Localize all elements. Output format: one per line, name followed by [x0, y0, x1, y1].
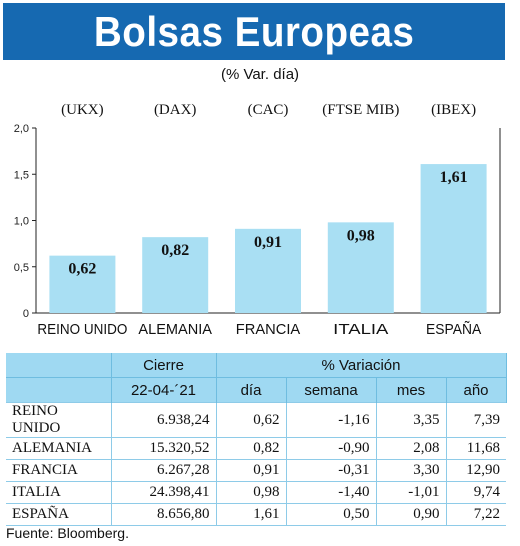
row-mes: 2,08 [376, 437, 447, 460]
bar [327, 222, 394, 313]
bar-value-label: 0,91 [254, 234, 282, 251]
bar-value-label: 0,98 [347, 227, 375, 244]
row-dia: 0,62 [216, 402, 287, 438]
y-tick-label: 1,5 [14, 169, 29, 181]
ticker-label: (IBEX) [431, 102, 476, 118]
ticker-label: (CAC) [248, 102, 289, 118]
row-semana: 0,50 [286, 503, 377, 526]
row-country: FRANCIA [6, 459, 112, 482]
bar [142, 237, 209, 313]
row-cierre: 6.938,24 [111, 402, 217, 438]
subheader-blank [6, 377, 112, 403]
row-cierre: 24.398,41 [111, 481, 217, 504]
row-cierre: 8.656,80 [111, 503, 217, 526]
row-dia: 0,98 [216, 481, 287, 504]
table-row: FRANCIA 6.267,28 0,91 -0,31 3,30 12,90 [6, 459, 506, 482]
table-header-row: Cierre % Variación [6, 353, 507, 378]
title-bar: Bolsas Europeas [3, 3, 505, 60]
row-dia: 1,61 [216, 503, 287, 526]
row-mes: 3,30 [376, 459, 447, 482]
row-country: REINO UNIDO [6, 402, 112, 438]
row-dia: 0,82 [216, 437, 287, 460]
bar-value-label: 0,62 [68, 261, 96, 278]
row-cierre: 15.320,52 [111, 437, 217, 460]
category-label: ESPAÑA [426, 321, 481, 338]
table-subheader-row: 22-04-´21 día semana mes año [6, 377, 507, 403]
bar [235, 228, 301, 313]
subheader-ano: año [446, 377, 507, 403]
ticker-label: (DAX) [154, 102, 197, 118]
category-label: FRANCIA [236, 321, 300, 338]
row-semana: -0,31 [286, 459, 377, 482]
row-country: ESPAÑA [6, 503, 112, 526]
table-row: ALEMANIA 15.320,52 0,82 -0,90 2,08 11,68 [6, 437, 506, 460]
subheader-semana: semana [286, 377, 377, 403]
header-variacion: % Variación [216, 353, 507, 378]
row-semana: -1,40 [286, 481, 377, 504]
bar-value-label: 1,61 [440, 169, 468, 186]
row-country: ITALIA [6, 481, 112, 504]
row-mes: 3,35 [376, 402, 447, 438]
subheader-mes: mes [376, 377, 447, 403]
bar-value-label: 0,82 [161, 242, 189, 259]
header-blank [6, 353, 112, 378]
bar [420, 164, 487, 313]
row-country: ALEMANIA [6, 437, 112, 460]
row-dia: 0,91 [216, 459, 287, 482]
y-tick-label: 2,0 [14, 123, 29, 135]
ticker-label: (FTSE MIB) [322, 102, 399, 118]
chart-title: Bolsas Europeas [93, 7, 415, 55]
bar-chart: 0 0,5 1,0 1,5 2,0 0,62 (UKX) REINO UNIDO 0,82 (DA… [14, 102, 501, 338]
row-mes: 0,90 [376, 503, 447, 526]
row-mes: -1,01 [376, 481, 447, 504]
subheader-dia: día [216, 377, 287, 403]
row-ano: 11,68 [446, 437, 506, 460]
category-label: ALEMANIA [138, 321, 212, 338]
row-semana: -1,16 [286, 402, 377, 438]
row-ano: 7,22 [446, 503, 506, 526]
y-tick-label: 1,0 [14, 216, 29, 228]
y-tick-label: 0,5 [14, 262, 29, 274]
table-row: REINO UNIDO 6.938,24 0,62 -1,16 3,35 7,3… [6, 402, 506, 438]
ticker-label: (UKX) [61, 102, 104, 118]
chart-subtitle: (% Var. día) [220, 66, 300, 83]
source-note: Fuente: Bloomberg. [6, 525, 129, 541]
table-row: ESPAÑA 8.656,80 1,61 0,50 0,90 7,22 [6, 503, 506, 526]
row-semana: -0,90 [286, 437, 377, 460]
row-ano: 9,74 [446, 481, 506, 504]
bar [49, 255, 116, 313]
row-ano: 12,90 [446, 459, 506, 482]
row-ano: 7,39 [446, 402, 506, 438]
y-tick-label: 0 [23, 308, 29, 320]
data-table: Cierre % Variación 22-04-´21 día semana … [6, 353, 507, 526]
subheader-date: 22-04-´21 [111, 377, 217, 403]
row-cierre: 6.267,28 [111, 459, 217, 482]
category-label: REINO UNIDO [37, 321, 127, 338]
category-label: ITALIA [333, 321, 388, 338]
table-row: ITALIA 24.398,41 0,98 -1,40 -1,01 9,74 [6, 481, 506, 504]
header-cierre: Cierre [111, 353, 217, 378]
